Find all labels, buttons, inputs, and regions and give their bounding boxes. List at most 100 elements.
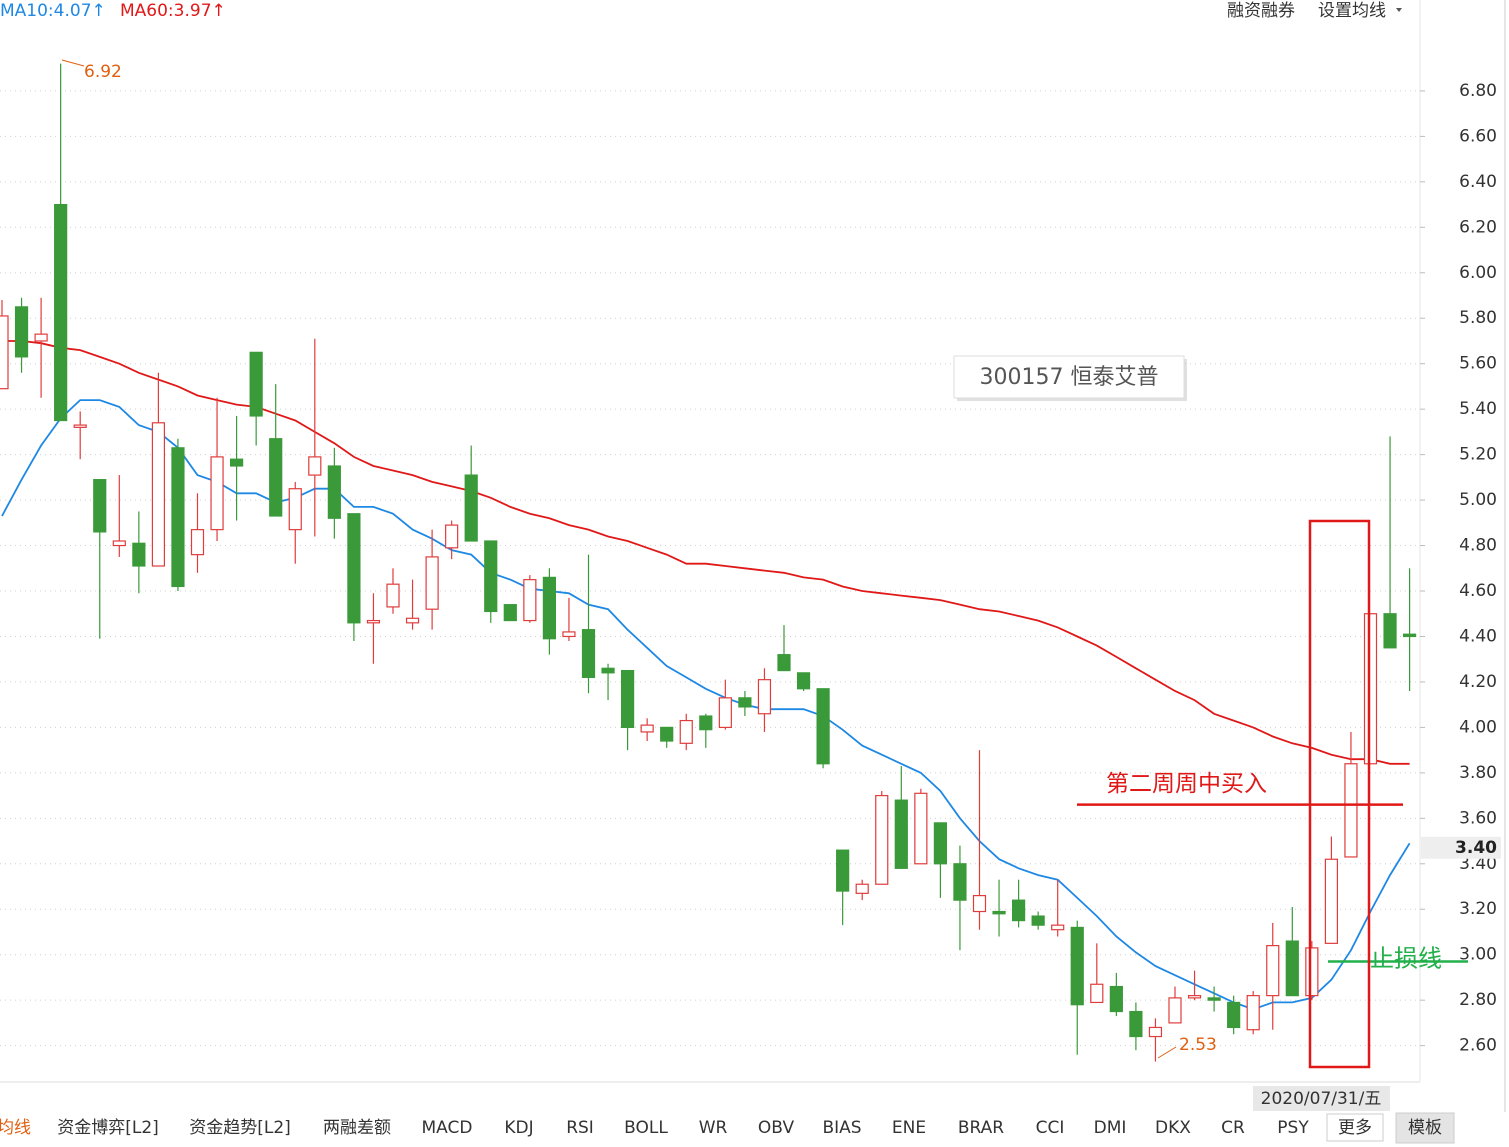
chart-title: 300157 恒泰艾普: [980, 365, 1159, 390]
candle-body: [445, 524, 459, 549]
candle-body: [992, 910, 1006, 915]
tab[interactable]: WR: [699, 1118, 728, 1138]
candle-body: [132, 542, 146, 567]
legend-entry: MA10:4.07↑: [0, 1, 106, 21]
candle-body: [1305, 947, 1319, 997]
candle-body: [327, 465, 341, 519]
y-tick-label: 6.40: [1459, 172, 1497, 192]
candle-body: [1266, 945, 1280, 997]
candle-body: [640, 724, 654, 733]
candle-body: [405, 617, 420, 624]
candle-body: [73, 424, 87, 428]
tab[interactable]: BRAR: [958, 1118, 1004, 1138]
candle-body: [0, 315, 9, 390]
candle-body: [1148, 1026, 1163, 1038]
tab[interactable]: PSY: [1277, 1118, 1309, 1138]
tab[interactable]: 模板: [1408, 1118, 1442, 1138]
candle-body: [93, 479, 107, 533]
candle-body: [660, 726, 674, 742]
candle-body: [425, 556, 439, 610]
candle-body: [54, 203, 68, 422]
candle-body: [894, 799, 908, 869]
candle-body: [464, 474, 478, 542]
candle-body: [1344, 763, 1358, 858]
tab[interactable]: BIAS: [822, 1118, 861, 1138]
y-tick-label: 3.00: [1459, 945, 1497, 965]
tab[interactable]: CR: [1221, 1118, 1245, 1138]
candle-body: [1011, 899, 1026, 922]
y-tick-label: 5.60: [1459, 354, 1497, 374]
candle-body: [151, 422, 165, 567]
candle-body: [288, 488, 302, 531]
candle-body: [542, 576, 557, 640]
tab[interactable]: 两融差额: [323, 1118, 391, 1138]
candle-body: [796, 672, 811, 690]
candle-body: [34, 333, 48, 342]
title-frame: [953, 355, 1185, 399]
candle-body: [1285, 940, 1299, 997]
tab[interactable]: KDJ: [504, 1118, 533, 1138]
arrow: [61, 59, 85, 67]
candle-body: [1402, 633, 1417, 638]
candle-body: [738, 697, 752, 708]
y-tick-label: 4.80: [1459, 536, 1497, 556]
title-box: 300157 恒泰艾普: [953, 355, 1187, 401]
candle-body: [620, 669, 635, 728]
y-tick-label: 2.80: [1459, 990, 1497, 1010]
y-tick-label: 6.80: [1459, 81, 1497, 101]
tabs: 均线 资金博弈[L2] 资金趋势[L2] 两融差额 MACD KDJ RSI BOLL WR OB…: [0, 1112, 1455, 1144]
tab[interactable]: 资金博弈[L2]: [57, 1118, 159, 1138]
y-tick-label: 2.60: [1459, 1036, 1497, 1056]
y-tick-label: 4.00: [1459, 717, 1497, 737]
candle-body: [1324, 858, 1339, 944]
tab[interactable]: BOLL: [624, 1118, 668, 1138]
candle-body: [1070, 926, 1084, 1006]
candle-body: [1187, 995, 1202, 999]
tab-frame: [1395, 1112, 1455, 1144]
candle-body: [366, 619, 381, 624]
candle-body: [484, 540, 498, 613]
candle-body: [190, 529, 205, 556]
candle-body: [718, 697, 732, 728]
buy-label: 第二周周中买入: [1106, 771, 1267, 797]
y-tick-label: 3.80: [1459, 763, 1497, 783]
link[interactable]: 设置均线: [1318, 1, 1386, 21]
tab[interactable]: RSI: [566, 1118, 594, 1138]
candle-body: [1051, 924, 1065, 931]
candle-body: [503, 604, 517, 622]
last-price-box: [1421, 836, 1501, 859]
candle-body: [601, 667, 615, 674]
link[interactable]: 融资融券: [1227, 1, 1295, 21]
tab-frame: [1326, 1113, 1384, 1142]
y-tick-label: 6.00: [1459, 263, 1497, 283]
candle-body: [679, 719, 693, 744]
candle-body: [523, 579, 537, 622]
candle-body: [269, 438, 283, 517]
tab[interactable]: ENE: [892, 1118, 926, 1138]
y-tick-label: 4.20: [1459, 672, 1497, 692]
y-tick-label: 4.60: [1459, 581, 1497, 601]
legend-entry: MA60:3.97↑: [120, 1, 226, 21]
tab[interactable]: OBV: [758, 1118, 795, 1138]
tab[interactable]: CCI: [1036, 1118, 1065, 1138]
candle-body: [1246, 995, 1260, 1031]
ma-line: [2, 340, 1410, 765]
tab-bar: [0, 1112, 1509, 1147]
candle-body: [14, 306, 29, 358]
candle-body: [836, 849, 850, 892]
tab[interactable]: 更多: [1338, 1118, 1372, 1138]
stop-label: 止损线: [1370, 945, 1442, 973]
tab[interactable]: DKX: [1155, 1118, 1191, 1138]
candle-body: [1168, 997, 1182, 1024]
grid: 2.60 2.80 3.00 3.20 3.40 3.60 3.80 4.00 4.20 4.40…: [0, 81, 1497, 1056]
candle-body: [1031, 915, 1045, 926]
highlight-box: [1308, 519, 1371, 1069]
tab[interactable]: MACD: [422, 1118, 473, 1138]
y-tick-label: 3.60: [1459, 808, 1497, 828]
tab[interactable]: 资金趋势[L2]: [189, 1118, 291, 1138]
tab[interactable]: 均线: [0, 1118, 31, 1138]
tab[interactable]: DMI: [1094, 1118, 1127, 1138]
y-tick-label: 6.60: [1459, 126, 1497, 146]
